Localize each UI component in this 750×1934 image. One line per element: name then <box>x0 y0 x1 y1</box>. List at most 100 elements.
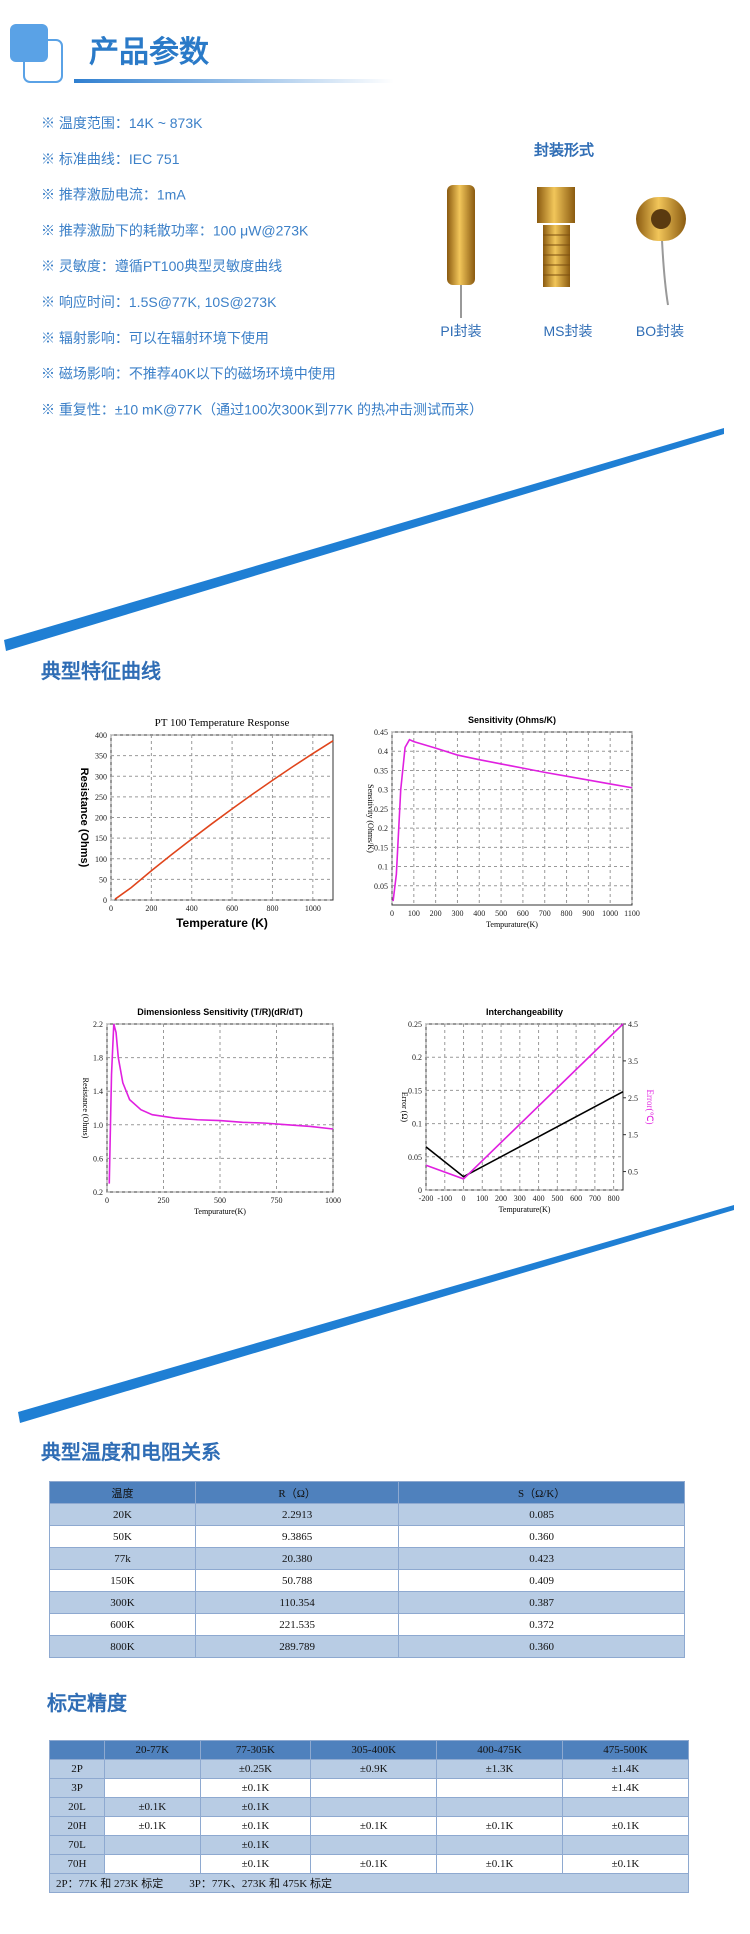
chart-title: Dimensionless Sensitivity (T/R)(dR/dT) <box>137 1007 303 1017</box>
x-tick-label: 300 <box>514 1194 526 1203</box>
table-cell: ±0.25K <box>199 1759 312 1779</box>
y2-tick-label: 3.5 <box>628 1057 638 1066</box>
icon <box>10 24 48 62</box>
table-row: 70L ±0.1K <box>48 1835 689 1855</box>
table-cell: ±0.1K <box>199 1778 312 1798</box>
thread <box>543 234 570 276</box>
table-row: 50K 9.3865 0.360 <box>48 1525 685 1548</box>
table-cell: ±1.4K <box>562 1778 689 1798</box>
x-tick-label: 1000 <box>325 1196 341 1205</box>
table-cell: ±0.1K <box>562 1816 689 1836</box>
table-cell: ±0.9K <box>310 1759 438 1779</box>
table-row: 20H ±0.1K ±0.1K ±0.1K ±0.1K ±0.1K <box>48 1816 689 1836</box>
spec-line: ※ 标准曲线：IEC 751 <box>41 151 180 167</box>
header-cell: 20-77K <box>104 1740 201 1760</box>
x-tick-label: 0 <box>462 1194 466 1203</box>
x-tick-label: 200 <box>430 909 442 918</box>
row-label: 3P <box>48 1778 106 1798</box>
header-row: 温度 R（Ω） S（Ω/K） <box>48 1481 685 1504</box>
table-cell: 221.535 <box>195 1613 400 1636</box>
table-cell: ±0.1K <box>104 1797 201 1817</box>
x-tick-label: -100 <box>437 1194 452 1203</box>
table-cell: 20.380 <box>195 1547 400 1570</box>
table-cell: 9.3865 <box>195 1525 400 1548</box>
y-tick-label: 350 <box>95 752 107 761</box>
table-cell: ±0.1K <box>199 1854 312 1874</box>
table-cell: 150K <box>48 1569 197 1592</box>
note-cell: 2P：77K 和 273K 标定 3P：77K、273K 和 475K 标定 <box>49 1873 689 1893</box>
x-tick-label: 500 <box>214 1196 226 1205</box>
table-cell <box>104 1835 201 1855</box>
header-cell: 475-500K <box>562 1740 689 1760</box>
table-cell: ±0.1K <box>310 1816 438 1836</box>
y-axis-label: Resistance (Ohms) <box>78 768 90 868</box>
accuracy-table: 20-77K 77-305K 305-400K 400-475K 475-500K 2P ±… <box>48 1740 689 1893</box>
x-tick-label: 500 <box>551 1194 563 1203</box>
x-tick-label: 300 <box>451 909 463 918</box>
table-cell: 0.387 <box>398 1591 685 1614</box>
divider <box>18 1205 734 1423</box>
table-cell: 0.360 <box>398 1525 685 1548</box>
product-ms <box>543 225 570 287</box>
table-cell: 0.360 <box>398 1635 685 1658</box>
package-label: BO封装 <box>636 323 684 339</box>
y2-tick-label: 4.5 <box>628 1020 638 1029</box>
table-cell: ±0.1K <box>436 1854 563 1874</box>
y-tick-label: 0 <box>103 896 107 905</box>
section-title: 典型温度和电阻关系 <box>41 1440 221 1464</box>
y-tick-label: 0.15 <box>408 1086 422 1095</box>
y-tick-label: 0.2 <box>93 1188 103 1197</box>
table-cell: ±0.1K <box>436 1816 563 1836</box>
series-line <box>108 1023 334 1184</box>
x-tick-label: 600 <box>226 904 238 913</box>
plot-area <box>391 731 633 906</box>
x-tick-label: 400 <box>186 904 198 913</box>
row-label: 20H <box>48 1816 106 1836</box>
table-cell: 20K <box>48 1503 197 1526</box>
table-row: 70H ±0.1K ±0.1K ±0.1K ±0.1K <box>48 1854 689 1874</box>
title-underline <box>74 79 394 83</box>
table-cell <box>104 1854 201 1874</box>
table-cell: 800K <box>48 1635 197 1658</box>
header-row: 20-77K 77-305K 305-400K 400-475K 475-500K <box>48 1740 689 1760</box>
spec-line: ※ 推荐激励电流：1mA <box>41 187 186 203</box>
x-tick-label: 200 <box>145 904 157 913</box>
chart-title: Interchangeability <box>486 1007 563 1017</box>
y-tick-label: 150 <box>95 834 107 843</box>
y-tick-label: 0.25 <box>408 1020 422 1029</box>
table-cell <box>310 1835 438 1855</box>
y2-axis-label: Error(℃) <box>645 1089 655 1124</box>
x-tick-label: 400 <box>473 909 485 918</box>
product-ms <box>537 187 575 223</box>
y-tick-label: 250 <box>95 793 107 802</box>
x-tick-label: 250 <box>158 1196 170 1205</box>
table-row: 600K 221.535 0.372 <box>48 1613 685 1636</box>
y-tick-label: 100 <box>95 855 107 864</box>
y-tick-label: 2.2 <box>93 1020 103 1029</box>
chart-title: PT 100 Temperature Response <box>155 717 290 729</box>
row-label: 70H <box>48 1854 106 1874</box>
table-cell: 600K <box>48 1613 197 1636</box>
x-tick-label: 0 <box>105 1196 109 1205</box>
divider <box>4 428 724 651</box>
package-title: 封装形式 <box>534 141 594 159</box>
table-cell: 110.354 <box>195 1591 400 1614</box>
section-title: 标定精度 <box>47 1691 128 1715</box>
x-axis-label: Tempurature(K) <box>194 1207 246 1216</box>
row-label: 2P <box>48 1759 106 1779</box>
header-cell: R（Ω） <box>195 1481 400 1504</box>
series-line <box>392 738 633 902</box>
x-axis-label: Temperature (K) <box>176 916 268 930</box>
package-label: PI封装 <box>440 323 481 339</box>
x-tick-label: 900 <box>582 909 594 918</box>
series-line <box>114 740 334 900</box>
y-axis-label: Sensitivity (Ohms/K) <box>366 784 375 853</box>
header-cell: 77-305K <box>199 1740 312 1760</box>
section-title: 典型特征曲线 <box>41 659 161 683</box>
note-row: 2P：77K 和 273K 标定 3P：77K、273K 和 475K 标定 <box>49 1873 689 1893</box>
x-tick-label: 100 <box>408 909 420 918</box>
chart-title: Sensitivity (Ohms/K) <box>468 715 556 725</box>
table-cell: 50K <box>48 1525 197 1548</box>
